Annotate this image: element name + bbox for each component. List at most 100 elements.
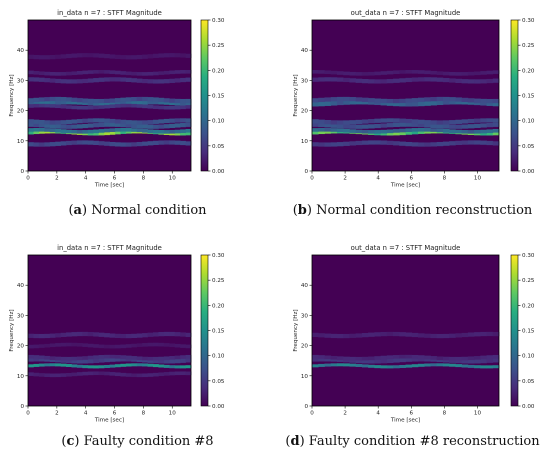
band-segment [368, 119, 375, 124]
band-segment [461, 79, 469, 84]
band-segment [174, 343, 181, 348]
x-axis-label: Time [sec] [94, 183, 124, 189]
y-tick-label: 10 [17, 139, 25, 145]
band-segment [399, 70, 406, 74]
plot-frame [311, 254, 500, 407]
band-segment [158, 99, 165, 105]
band-segment [411, 122, 419, 127]
y-tick-label: 20 [17, 344, 25, 350]
band-segment [442, 363, 450, 367]
band-segment [120, 127, 127, 132]
band-segment [336, 77, 344, 82]
band-segment [44, 142, 51, 147]
band-segment [60, 332, 67, 338]
band-segment [185, 53, 192, 58]
band-segment [449, 78, 456, 83]
band-segment [169, 78, 176, 83]
band-segment [442, 99, 450, 105]
band-segment [386, 98, 394, 104]
band-segment [424, 333, 431, 338]
band-segment [120, 119, 127, 124]
spectrogram-bands [312, 331, 500, 369]
band-segment [474, 123, 481, 128]
band-segment [125, 103, 132, 108]
band-segment [163, 372, 170, 376]
band-segment [480, 100, 487, 106]
band-segment [312, 356, 319, 362]
band-segment [393, 365, 400, 369]
band-segment [399, 332, 406, 337]
band-segment [98, 371, 105, 376]
band-segment [399, 357, 406, 363]
colorbar-tick-label: 0.20 [522, 303, 535, 309]
band-segment [486, 358, 494, 363]
band-segment [386, 129, 394, 134]
band-segment [417, 142, 425, 147]
band-segment [442, 77, 450, 83]
band-segment [104, 122, 110, 127]
caption-text: Faulty condition #8 reconstruction [304, 434, 540, 449]
colorbar-tick-label: 0.05 [522, 379, 535, 385]
x-tick-label: 8 [142, 411, 146, 417]
band-segment [492, 70, 500, 74]
band-segment [380, 132, 388, 136]
y-tick-label: 30 [301, 78, 309, 84]
band-segment [87, 78, 94, 83]
band-segment [120, 333, 127, 339]
band-segment [33, 355, 40, 359]
band-segment [399, 118, 406, 123]
band-segment [163, 364, 170, 368]
band-segment [49, 142, 56, 147]
band-segment [76, 356, 83, 361]
band-segment [93, 355, 100, 359]
band-segment [330, 355, 338, 360]
band-segment [131, 128, 138, 132]
band-segment [318, 127, 325, 132]
band-segment [114, 356, 121, 362]
band-segment [163, 79, 170, 84]
band-segment [180, 365, 186, 369]
band-segment [104, 104, 110, 109]
y-tick-label: 10 [301, 139, 309, 145]
band-segment [125, 97, 132, 102]
band-segment [430, 100, 438, 106]
band-segment [343, 333, 350, 339]
band-segment [49, 363, 56, 367]
band-segment [185, 365, 192, 369]
band-segment [330, 333, 338, 339]
band-segment [136, 72, 143, 76]
band-segment [147, 79, 154, 84]
band-segment [38, 363, 45, 367]
band-segment [417, 333, 425, 338]
band-segment [60, 363, 67, 367]
band-segment [55, 78, 61, 84]
band-segment [455, 99, 462, 105]
spectrogram-background [312, 255, 499, 406]
band-segment [374, 140, 381, 145]
band-segment [125, 77, 132, 82]
band-segment [109, 54, 116, 59]
band-segment [66, 105, 72, 109]
band-segment [374, 71, 381, 76]
band-segment [461, 130, 469, 134]
band-segment [185, 77, 192, 82]
x-axis-label: Time [sec] [390, 418, 420, 424]
band-segment [405, 98, 413, 103]
band-segment [163, 331, 170, 337]
band-segment [430, 123, 438, 128]
band-segment [386, 70, 394, 75]
band-segment [455, 333, 462, 338]
band-segment [355, 72, 363, 76]
band-segment [492, 357, 500, 363]
band-segment [131, 356, 138, 360]
band-segment [474, 118, 481, 123]
spectrogram-band [312, 363, 500, 369]
band-segment [386, 132, 394, 136]
band-segment [386, 123, 394, 128]
band-segment [76, 343, 83, 347]
band-segment [125, 101, 132, 106]
band-segment [461, 124, 469, 129]
band-segment [417, 122, 425, 128]
band-segment [411, 98, 419, 103]
band-segment [424, 97, 431, 102]
